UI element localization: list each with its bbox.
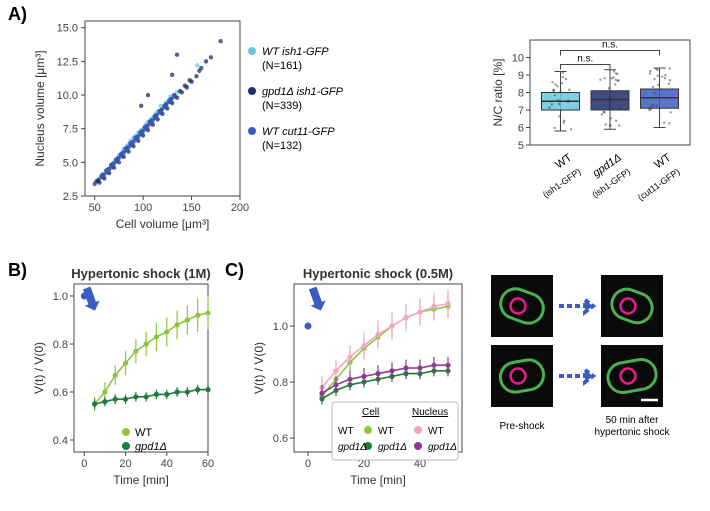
svg-text:10.0: 10.0: [57, 90, 78, 102]
svg-text:10: 10: [512, 53, 524, 65]
svg-text:100: 100: [134, 202, 152, 214]
svg-text:1.0: 1.0: [273, 321, 288, 333]
svg-text:WT cut11-GFP: WT cut11-GFP: [262, 126, 335, 138]
svg-text:WT: WT: [553, 151, 574, 171]
svg-text:gpd1Δ: gpd1Δ: [338, 442, 367, 453]
svg-text:V(t) / V(0): V(t) / V(0): [32, 342, 46, 394]
svg-text:Hypertonic shock (0.5M): Hypertonic shock (0.5M): [303, 266, 453, 281]
svg-text:WT: WT: [652, 151, 673, 171]
svg-text:9: 9: [518, 70, 524, 82]
panel-b-label: B): [8, 260, 27, 281]
svg-text:WT: WT: [135, 427, 152, 439]
svg-text:8: 8: [518, 88, 524, 100]
svg-text:20: 20: [119, 458, 131, 470]
svg-text:0.4: 0.4: [53, 435, 68, 447]
panel-a-label: A): [8, 4, 27, 25]
svg-text:50 min after: 50 min after: [606, 415, 659, 426]
svg-text:(N=339): (N=339): [262, 100, 302, 112]
panel-a-scatter: 50 100 150 200 2.5 5.0 7.5 10.0 12.5 15.0 Cell vol…: [30, 6, 360, 241]
svg-text:0.8: 0.8: [273, 377, 288, 389]
svg-text:WT: WT: [338, 426, 354, 437]
svg-text:7: 7: [518, 105, 524, 117]
svg-text:gpd1Δ ish1-GFP: gpd1Δ ish1-GFP: [262, 86, 344, 98]
svg-text:6: 6: [518, 123, 524, 135]
svg-text:Time [min]: Time [min]: [113, 473, 169, 487]
svg-text:Cell: Cell: [362, 407, 379, 418]
svg-text:gpd1Δ: gpd1Δ: [428, 442, 457, 453]
svg-text:n.s.: n.s.: [602, 40, 618, 51]
panel-c-label: C): [225, 260, 244, 281]
svg-text:V(t) / V(0): V(t) / V(0): [252, 342, 266, 394]
svg-text:1.0: 1.0: [53, 291, 68, 303]
svg-text:Hypertonic shock (1M): Hypertonic shock (1M): [71, 266, 210, 281]
svg-text:0.6: 0.6: [53, 387, 68, 399]
svg-text:150: 150: [182, 202, 200, 214]
svg-text:40: 40: [161, 458, 173, 470]
svg-text:Nucleus: Nucleus: [412, 407, 448, 418]
svg-text:5.0: 5.0: [63, 157, 78, 169]
svg-text:Cell volume [μm³]: Cell volume [μm³]: [116, 217, 210, 231]
svg-text:15.0: 15.0: [57, 23, 78, 35]
svg-text:0: 0: [81, 458, 87, 470]
svg-text:Nucleus volume [μm³]: Nucleus volume [μm³]: [33, 50, 47, 166]
panel-c-chart: 020400.60.81.0Time [min]V(t) / V(0)Hyper…: [250, 262, 475, 502]
svg-text:gpd1Δ: gpd1Δ: [135, 441, 167, 453]
svg-text:60: 60: [202, 458, 214, 470]
svg-text:(N=161): (N=161): [262, 60, 302, 72]
svg-text:0: 0: [305, 458, 311, 470]
svg-text:hypertonic shock: hypertonic shock: [594, 427, 670, 438]
svg-text:Time [min]: Time [min]: [350, 473, 406, 487]
svg-text:(N=132): (N=132): [262, 140, 302, 152]
svg-text:0.8: 0.8: [53, 339, 68, 351]
svg-text:WT ish1-GFP: WT ish1-GFP: [262, 46, 329, 58]
svg-text:WT: WT: [378, 426, 394, 437]
svg-text:5: 5: [518, 140, 524, 152]
svg-text:Pre-shock: Pre-shock: [499, 421, 545, 432]
svg-text:(cut11-GFP): (cut11-GFP): [636, 166, 682, 202]
svg-text:n.s.: n.s.: [577, 54, 593, 65]
svg-text:(ish1-GFP): (ish1-GFP): [541, 166, 583, 199]
svg-text:gpd1Δ: gpd1Δ: [378, 442, 407, 453]
panel-a-boxplot: 5678910N/C ratio [%]WT(ish1-GFP)gpd1Δ(is…: [490, 30, 705, 230]
svg-text:2.5: 2.5: [63, 191, 78, 203]
svg-text:50: 50: [89, 202, 101, 214]
svg-text:7.5: 7.5: [63, 124, 78, 136]
svg-text:0.6: 0.6: [273, 433, 288, 445]
svg-text:WT: WT: [428, 426, 444, 437]
svg-text:12.5: 12.5: [57, 56, 78, 68]
svg-text:N/C ratio [%]: N/C ratio [%]: [491, 58, 505, 126]
svg-text:200: 200: [231, 202, 249, 214]
panel-b-chart: 0 20 40 60 0.4 0.6 0.8 1.0 Time [min] V(t) / V(0)…: [30, 262, 220, 502]
panel-c-images: gpd1ΔWTPre-shock50 min afterhypertonic s…: [485, 275, 705, 500]
